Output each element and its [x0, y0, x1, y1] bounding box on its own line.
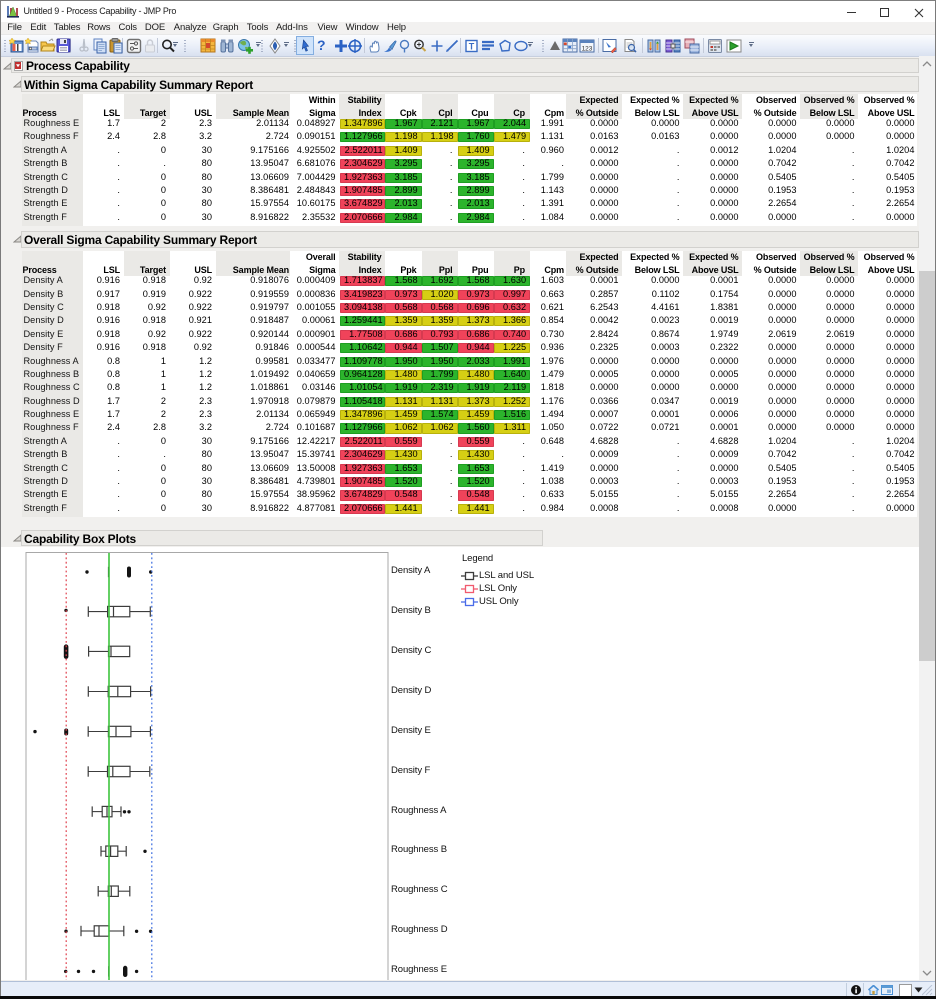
svg-text:T: T — [468, 41, 474, 51]
svg-text:123: 123 — [582, 45, 593, 52]
